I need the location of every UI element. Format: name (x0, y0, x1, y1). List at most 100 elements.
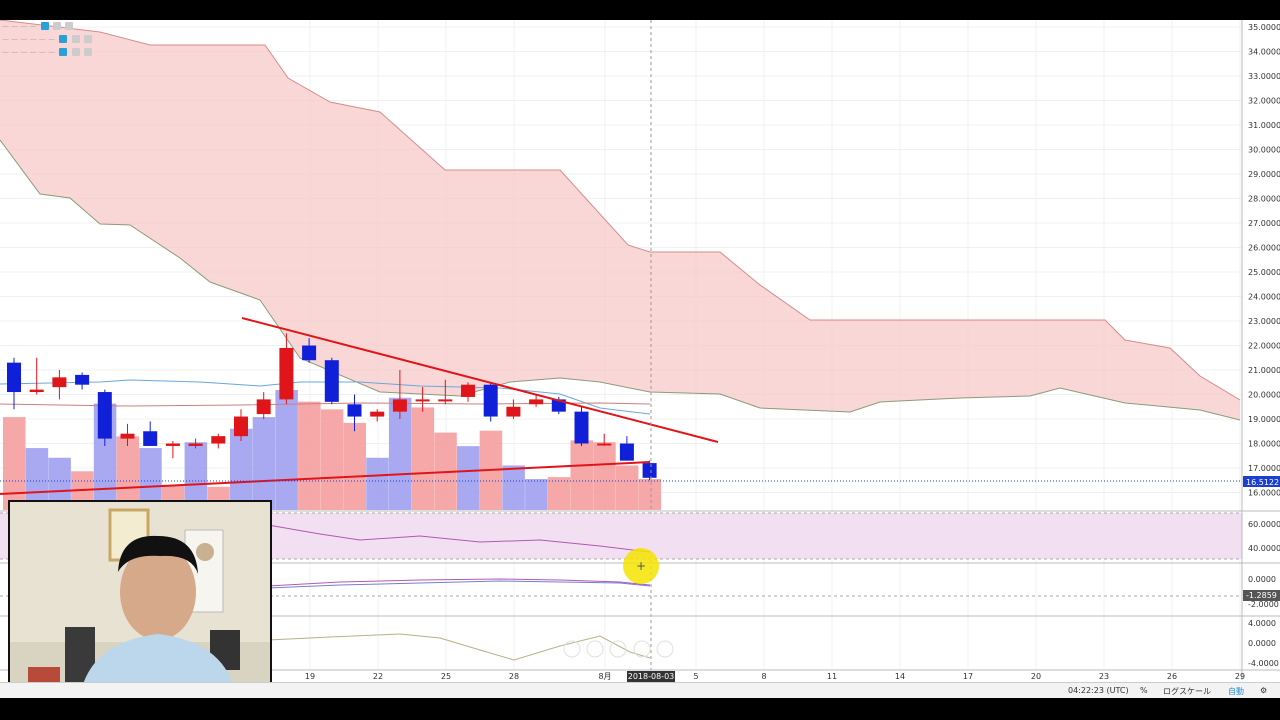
date-tick-label: 26 (1167, 672, 1177, 681)
eye-icon[interactable] (40, 22, 49, 30)
candle-body (7, 362, 21, 393)
candle-body (256, 399, 271, 415)
date-tick-label: 29 (1235, 672, 1245, 681)
date-tick-label: 11 (827, 672, 837, 681)
volume-bar (615, 465, 639, 510)
current-price-badge (1243, 476, 1280, 487)
bottom-toolbar: 04:22:23 (UTC) % ログスケール 自動 ⚙ (0, 682, 1280, 699)
auto-scale-button[interactable]: 自動 (1228, 687, 1244, 696)
cloud-span-a (0, 20, 1241, 401)
base-line (0, 402, 651, 407)
volume-bar (502, 465, 525, 510)
price-tick-label: 27.0000 (1248, 219, 1280, 228)
rsi-tick-label: 40.0000 (1248, 544, 1280, 553)
price-tick-label: 23.0000 (1248, 317, 1280, 326)
price-tick-label: 22.0000 (1248, 342, 1280, 351)
price-tick-label: 33.0000 (1248, 72, 1280, 81)
legend-row-1: — — — — (2, 22, 74, 32)
price-tick-label: 28.0000 (1248, 195, 1280, 204)
macd-signal-line (267, 580, 651, 589)
candle-body (29, 389, 44, 393)
ichimoku-cloud (0, 20, 1241, 421)
volume-bar (184, 442, 208, 510)
date-tick-label: 8 (761, 672, 766, 681)
volume-bar (25, 448, 49, 510)
gear-icon[interactable] (71, 35, 80, 43)
price-tick-label: 25.0000 (1248, 268, 1280, 277)
candle-body (574, 411, 589, 444)
candle-body (619, 443, 634, 461)
top-letterbox (0, 0, 1280, 20)
volume-bar (570, 440, 593, 510)
price-tick-label: 31.0000 (1248, 121, 1280, 130)
candle-body (597, 443, 612, 446)
candle-body (188, 443, 203, 446)
osc-tick-label: -4.0000 (1248, 659, 1279, 668)
candle-body (75, 374, 90, 385)
candle-body (483, 384, 498, 417)
clock-time: 04:22:23 (UTC) (1068, 686, 1129, 695)
date-tick-label: 14 (895, 672, 905, 681)
cursor-cross-icon: + (636, 559, 646, 573)
candle-body (461, 384, 475, 397)
macd-tick-label: -2.0000 (1248, 600, 1279, 609)
volume-bar (275, 390, 298, 510)
legend-row-3: — — — — — — (2, 48, 92, 58)
macd-value-label: -1.2859 (1246, 591, 1277, 600)
price-tick-label: 32.0000 (1248, 97, 1280, 106)
macd-value-badge (1243, 590, 1280, 601)
percent-button[interactable]: % (1140, 686, 1148, 695)
cursor-highlight (623, 548, 659, 584)
price-tick-label: 16.0000 (1248, 489, 1280, 498)
volume-bar (116, 436, 139, 510)
volume-bar (320, 409, 344, 510)
candle-body (279, 347, 294, 400)
candle-body (438, 399, 453, 402)
log-scale-button[interactable]: ログスケール (1163, 687, 1211, 696)
volume-bar (48, 457, 71, 510)
gear-icon[interactable] (71, 48, 80, 56)
gear-icon[interactable] (53, 22, 62, 30)
candle-body (506, 406, 521, 417)
close-icon[interactable] (83, 35, 92, 43)
volume-bar (252, 417, 276, 510)
scroll-control-icon (563, 640, 581, 658)
volume-bar (525, 479, 548, 510)
price-tick-label: 20.0000 (1248, 391, 1280, 400)
bottom-letterbox (0, 698, 1280, 720)
price-tick-label: 19.0000 (1248, 415, 1280, 424)
gear-icon[interactable]: ⚙ (1260, 686, 1268, 695)
candle-body (347, 404, 362, 417)
osc-tick-label: 0.0000 (1248, 639, 1276, 648)
price-tick-label: 35.0000 (1248, 23, 1280, 32)
crosshair-date-badge (627, 671, 675, 682)
date-tick-label: 23 (1099, 672, 1109, 681)
date-tick-label: 22 (373, 672, 383, 681)
webcam-overlay (8, 500, 272, 698)
date-tick-label: 19 (305, 672, 315, 681)
date-tick-label: 17 (963, 672, 973, 681)
cloud-fill (0, 20, 1240, 420)
price-tick-label: 29.0000 (1248, 170, 1280, 179)
candle-body (234, 416, 248, 437)
eye-icon[interactable] (59, 48, 68, 56)
volume-bars (3, 390, 662, 510)
volume-bar (3, 417, 26, 510)
volume-bar (343, 422, 366, 510)
cloud-span-b (0, 139, 1241, 421)
support-trendline (0, 461, 651, 495)
macd-line (267, 578, 651, 587)
candlestick-chart[interactable]: + 35.0000 34.0000 33.0000 32.0000 31.0000 30.… (0, 20, 1280, 698)
scroll-control-icon (609, 640, 627, 658)
eye-icon[interactable] (59, 35, 68, 43)
rsi-tick-label: 60.0000 (1248, 520, 1280, 529)
candle-body (165, 443, 180, 446)
current-price-label: 16.5122 (1246, 478, 1279, 487)
close-icon[interactable] (83, 48, 92, 56)
close-icon[interactable] (65, 22, 74, 30)
date-tick-label: 8月 (598, 672, 611, 681)
date-tick-label: 20 (1031, 672, 1041, 681)
oscillator-line (267, 633, 651, 661)
candle-body (529, 399, 544, 405)
crosshair-date-label: 2018-08-03 (628, 672, 675, 681)
